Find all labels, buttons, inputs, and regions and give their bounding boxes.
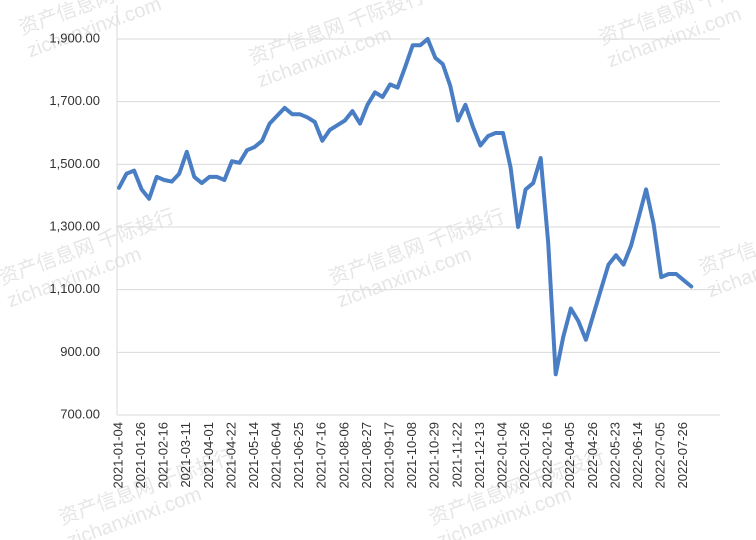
x-tick-label: 2021-04-01 <box>201 422 216 489</box>
y-tick-label: 1,500.00 <box>49 156 100 171</box>
x-tick-label: 2022-04-26 <box>585 422 600 489</box>
y-tick-label: 1,900.00 <box>49 30 100 45</box>
x-tick-label: 2021-08-06 <box>336 422 351 489</box>
x-tick-label: 2022-01-04 <box>494 422 509 489</box>
x-tick-label: 2022-01-26 <box>517 422 532 489</box>
x-tick-label: 2021-07-16 <box>314 422 329 489</box>
x-tick-label: 2021-01-26 <box>133 422 148 489</box>
x-tick-label: 2021-06-04 <box>269 422 284 489</box>
x-tick-label: 2021-12-13 <box>472 422 487 489</box>
y-tick-label: 1,700.00 <box>49 93 100 108</box>
x-tick-label: 2022-05-23 <box>607 422 622 489</box>
y-tick-label: 1,300.00 <box>49 218 100 233</box>
line-series <box>117 37 694 377</box>
y-tick-label: 900.00 <box>60 344 100 359</box>
x-tick-label: 2021-08-27 <box>359 422 374 489</box>
x-tick-label: 2021-09-17 <box>382 422 397 489</box>
x-tick-label: 2021-05-14 <box>246 422 261 489</box>
y-tick-label: 1,100.00 <box>49 281 100 296</box>
x-tick-label: 2021-01-04 <box>110 422 125 489</box>
x-tick-label: 2021-04-22 <box>223 422 238 489</box>
x-tick-label: 2022-07-26 <box>675 422 690 489</box>
x-tick-label: 2021-11-22 <box>449 422 464 488</box>
x-tick-label: 2022-02-16 <box>540 422 555 489</box>
x-tick-label: 2021-10-29 <box>427 422 442 489</box>
x-tick-label: 2021-10-08 <box>404 422 419 489</box>
x-tick-label: 2021-06-25 <box>291 422 306 489</box>
x-tick-label: 2021-02-16 <box>156 422 171 489</box>
y-tick-label: 700.00 <box>60 406 100 421</box>
x-tick-label: 2022-07-05 <box>653 422 668 489</box>
x-tick-label: 2021-03-11 <box>178 422 193 488</box>
x-tick-label: 2022-04-05 <box>562 422 577 489</box>
x-tick-label: 2022-06-14 <box>630 422 645 489</box>
